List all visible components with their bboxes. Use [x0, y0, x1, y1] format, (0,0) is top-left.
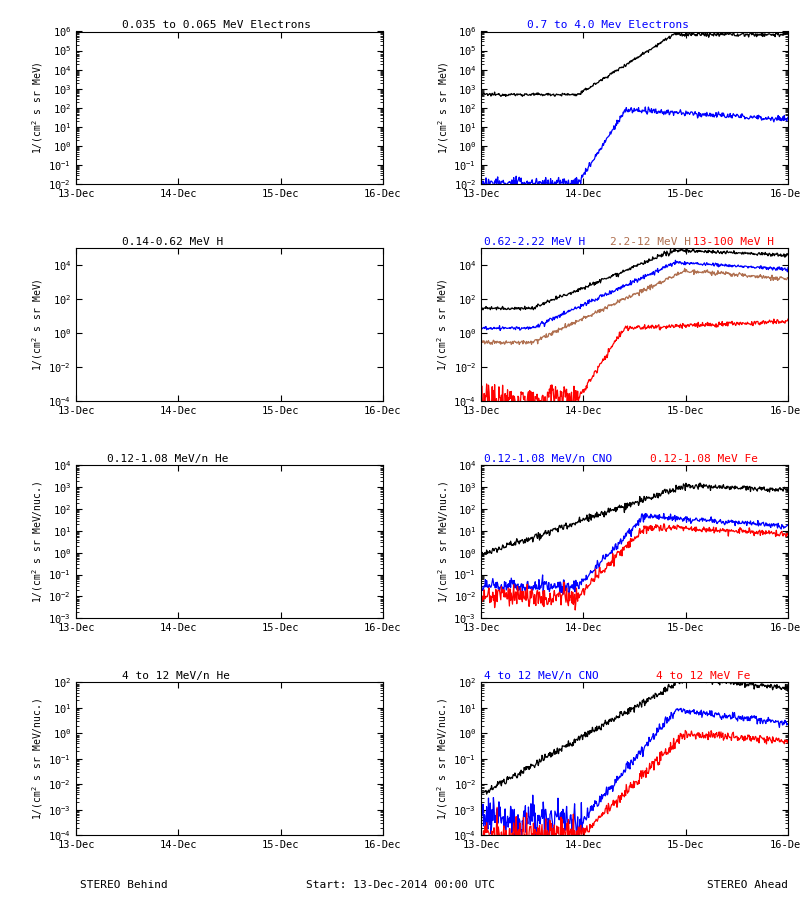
Text: Start: 13-Dec-2014 00:00 UTC: Start: 13-Dec-2014 00:00 UTC [306, 880, 494, 890]
Y-axis label: 1/(cm$^2$ s sr MeV/nuc.): 1/(cm$^2$ s sr MeV/nuc.) [436, 698, 450, 820]
Text: 4 to 12 MeV Fe: 4 to 12 MeV Fe [656, 670, 750, 681]
Text: 0.14-0.62 MeV H: 0.14-0.62 MeV H [122, 237, 223, 247]
Text: 2.2-12 MeV H: 2.2-12 MeV H [610, 237, 691, 247]
Text: 0.12-1.08 MeV/n He: 0.12-1.08 MeV/n He [106, 454, 228, 464]
Text: 0.62-2.22 MeV H: 0.62-2.22 MeV H [484, 237, 586, 247]
Y-axis label: 1/(cm$^2$ s sr MeV): 1/(cm$^2$ s sr MeV) [30, 278, 46, 371]
Text: 4 to 12 MeV/n He: 4 to 12 MeV/n He [122, 670, 230, 681]
Text: 0.7 to 4.0 Mev Electrons: 0.7 to 4.0 Mev Electrons [527, 20, 689, 30]
Text: 4 to 12 MeV/n CNO: 4 to 12 MeV/n CNO [484, 670, 599, 681]
Text: 13-100 MeV H: 13-100 MeV H [693, 237, 774, 247]
Y-axis label: 1/(cm$^2$ s sr MeV/nuc.): 1/(cm$^2$ s sr MeV/nuc.) [30, 481, 46, 603]
Text: 0.12-1.08 MeV Fe: 0.12-1.08 MeV Fe [650, 454, 758, 464]
Y-axis label: 1/(cm$^2$ s sr MeV): 1/(cm$^2$ s sr MeV) [436, 278, 450, 371]
Text: STEREO Ahead: STEREO Ahead [707, 880, 788, 890]
Y-axis label: 1/(cm$^2$ s sr MeV/nuc.): 1/(cm$^2$ s sr MeV/nuc.) [30, 698, 46, 820]
Y-axis label: 1/(cm$^2$ s sr MeV): 1/(cm$^2$ s sr MeV) [30, 61, 46, 154]
Text: STEREO Behind: STEREO Behind [80, 880, 168, 890]
Y-axis label: 1/(cm$^2$ s sr MeV): 1/(cm$^2$ s sr MeV) [436, 61, 450, 154]
Text: 0.12-1.08 MeV/n CNO: 0.12-1.08 MeV/n CNO [484, 454, 613, 464]
Text: 0.035 to 0.065 MeV Electrons: 0.035 to 0.065 MeV Electrons [122, 20, 311, 30]
Y-axis label: 1/(cm$^2$ s sr MeV/nuc.): 1/(cm$^2$ s sr MeV/nuc.) [436, 481, 450, 603]
